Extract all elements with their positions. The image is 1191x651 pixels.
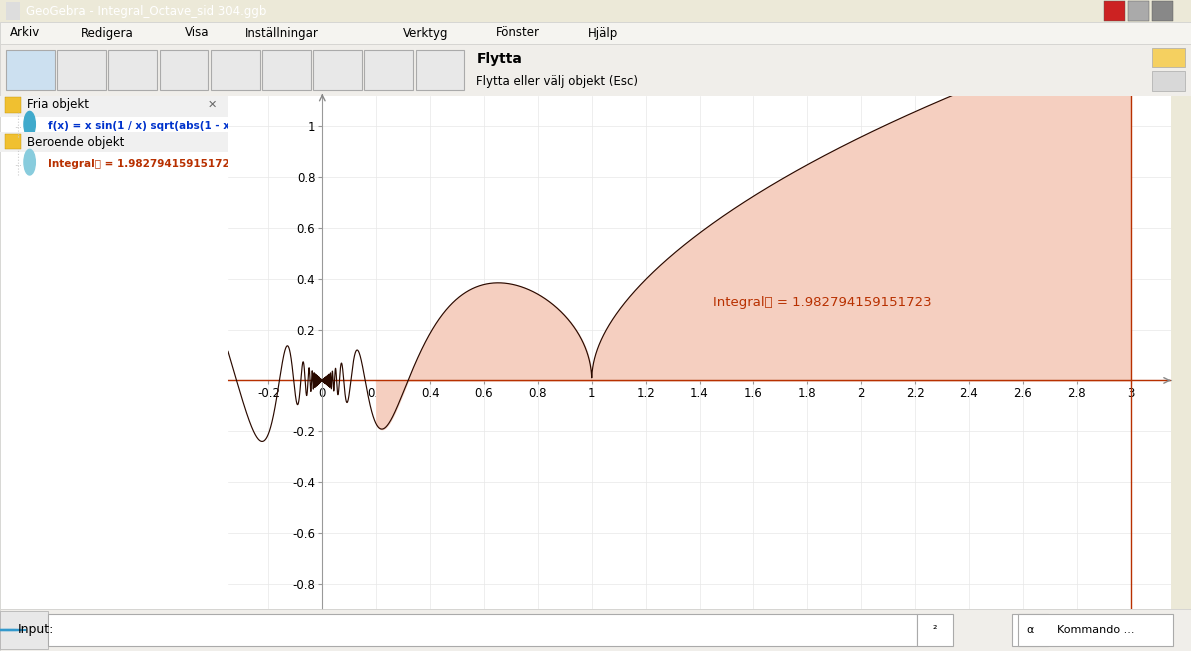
Text: GeoGebra - Integral_Octave_sid 304.ggb: GeoGebra - Integral_Octave_sid 304.ggb bbox=[26, 5, 267, 18]
Bar bbox=[1152, 71, 1185, 90]
Bar bbox=[5, 96, 20, 113]
Text: Kommando ...: Kommando ... bbox=[1056, 625, 1135, 635]
Bar bbox=[6, 2, 20, 20]
Text: Hjälp: Hjälp bbox=[588, 27, 618, 40]
Text: Arkiv: Arkiv bbox=[10, 27, 39, 40]
Bar bbox=[0, 611, 48, 649]
Bar bbox=[416, 49, 464, 90]
Text: Integral₟ = 1.982794159151723: Integral₟ = 1.982794159151723 bbox=[48, 159, 237, 169]
Circle shape bbox=[24, 149, 36, 175]
Bar bbox=[1128, 1, 1149, 21]
Bar bbox=[0, 94, 227, 117]
Text: α: α bbox=[1027, 625, 1034, 635]
Bar bbox=[108, 49, 157, 90]
Text: f(x) = x sin(1 / x) sqrt(abs(1 - x)): f(x) = x sin(1 / x) sqrt(abs(1 - x)) bbox=[48, 120, 239, 131]
Bar bbox=[917, 614, 953, 646]
Text: Visa: Visa bbox=[185, 27, 210, 40]
Text: Flytta: Flytta bbox=[476, 51, 523, 66]
Text: Inställningar: Inställningar bbox=[245, 27, 319, 40]
Bar bbox=[1152, 48, 1185, 68]
Bar bbox=[48, 614, 917, 646]
Bar bbox=[1012, 614, 1048, 646]
Text: Fönster: Fönster bbox=[495, 27, 540, 40]
Bar bbox=[313, 49, 362, 90]
Bar bbox=[6, 49, 55, 90]
Text: ...: ... bbox=[13, 159, 21, 168]
Text: Input:: Input: bbox=[18, 624, 55, 637]
Bar bbox=[262, 49, 311, 90]
Bar bbox=[211, 49, 260, 90]
Bar bbox=[1152, 1, 1173, 21]
Bar bbox=[57, 49, 106, 90]
Text: Flytta eller välj objekt (Esc): Flytta eller välj objekt (Esc) bbox=[476, 75, 638, 88]
Circle shape bbox=[0, 630, 26, 631]
Text: ...: ... bbox=[13, 121, 21, 130]
Bar bbox=[0, 132, 227, 152]
Bar bbox=[364, 49, 413, 90]
Text: Fria objekt: Fria objekt bbox=[27, 98, 89, 111]
Bar bbox=[160, 49, 208, 90]
Circle shape bbox=[24, 111, 36, 137]
Text: Redigera: Redigera bbox=[81, 27, 133, 40]
Bar bbox=[1104, 1, 1125, 21]
Bar bbox=[1018, 614, 1173, 646]
Text: ²: ² bbox=[933, 625, 937, 635]
Text: Verktyg: Verktyg bbox=[403, 27, 448, 40]
Text: ✕: ✕ bbox=[207, 100, 217, 110]
Bar bbox=[5, 134, 20, 149]
Text: Integral₟ = 1.982794159151723: Integral₟ = 1.982794159151723 bbox=[713, 296, 931, 309]
Text: Beroende objekt: Beroende objekt bbox=[27, 135, 125, 148]
